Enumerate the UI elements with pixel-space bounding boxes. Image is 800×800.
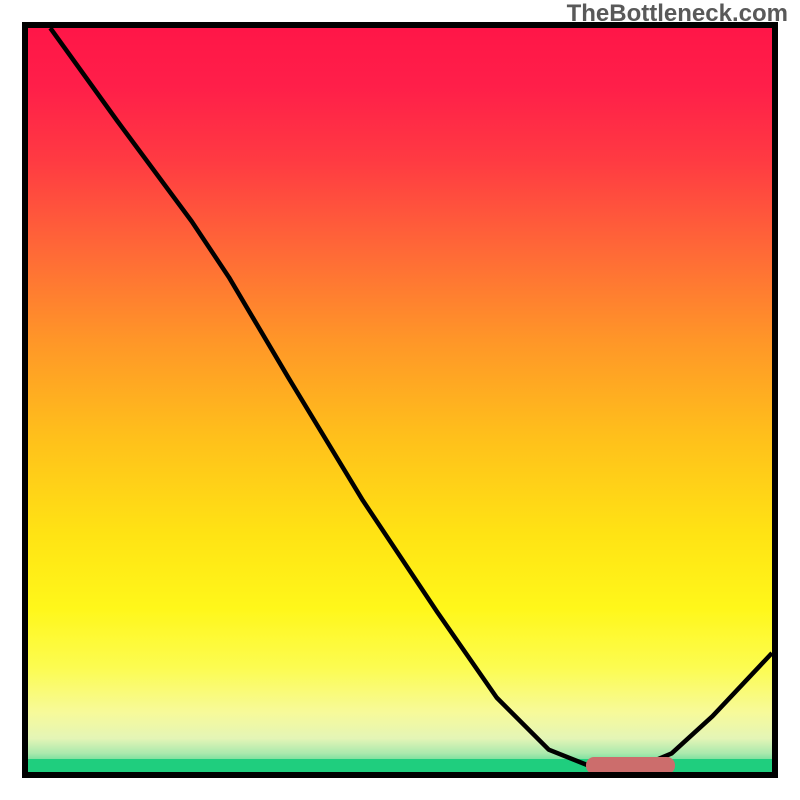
chart-stage: TheBottleneck.com <box>0 0 800 800</box>
watermark-text: TheBottleneck.com <box>567 0 788 28</box>
plot-border <box>22 22 778 778</box>
